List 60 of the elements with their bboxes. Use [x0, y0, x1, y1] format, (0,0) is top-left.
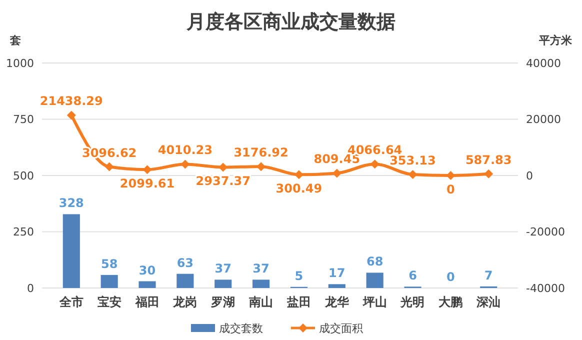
data-label: 328 — [58, 196, 84, 210]
data-label: 0 — [446, 182, 455, 196]
bar — [214, 280, 232, 288]
bar — [366, 272, 384, 288]
data-label: 21438.29 — [40, 94, 103, 108]
x-tick-label: 龙岗 — [172, 295, 198, 309]
data-label: 300.49 — [276, 182, 322, 196]
point — [484, 169, 494, 178]
legend-label: 成交面积 — [319, 322, 363, 335]
y2-tick-label: -40000 — [526, 282, 565, 295]
data-label: 17 — [328, 266, 346, 280]
x-tick-label: 盐田 — [286, 295, 311, 309]
bar — [176, 274, 194, 288]
x-tick-label: 大鹏 — [438, 295, 463, 309]
x-tick-label: 龙华 — [324, 295, 350, 309]
point — [66, 110, 76, 120]
chart-title: 月度各区商业成交量数据 — [186, 11, 396, 33]
data-label: 5 — [294, 268, 304, 283]
data-label: 2099.61 — [120, 176, 175, 191]
y-tick-label: 1000 — [6, 56, 34, 70]
bar — [252, 280, 270, 288]
x-tick-label: 深汕 — [476, 295, 501, 309]
bar — [100, 274, 118, 288]
bar — [138, 281, 156, 288]
y-axis-title: 套 — [9, 34, 21, 47]
data-label: 3176.92 — [234, 146, 288, 160]
data-label: 587.83 — [465, 152, 512, 167]
x-tick-label: 南山 — [248, 295, 274, 309]
x-tick-label: 坪山 — [362, 295, 387, 309]
bar — [62, 214, 80, 288]
legend-label: 成交套数 — [219, 322, 263, 335]
data-label: 30 — [138, 263, 156, 278]
data-label: 63 — [176, 256, 194, 270]
x-tick-label: 宝安 — [97, 295, 122, 309]
y-tick-label: 0 — [27, 282, 34, 295]
data-label: 353.13 — [390, 154, 436, 168]
data-label: 6 — [408, 268, 417, 283]
y-tick-label: 500 — [13, 169, 34, 182]
x-tick-label: 光明 — [400, 295, 425, 309]
y2-tick-label: -20000 — [526, 226, 565, 239]
data-label: 37 — [252, 262, 270, 276]
data-label: 7 — [484, 268, 493, 282]
data-label: 58 — [100, 256, 118, 271]
point — [408, 170, 418, 180]
bar — [328, 284, 346, 288]
y2-tick-label: 40000 — [526, 56, 561, 70]
data-label: 4010.23 — [158, 143, 213, 158]
data-label: 68 — [366, 254, 384, 269]
data-label: 2937.37 — [196, 174, 250, 188]
data-label: 37 — [214, 262, 232, 276]
point — [104, 162, 114, 172]
x-tick-label: 福田 — [134, 295, 160, 309]
y-tick-label: 250 — [13, 226, 34, 239]
y2-tick-label: 0 — [526, 169, 533, 182]
data-label: 0 — [446, 270, 455, 284]
x-tick-label: 全市 — [58, 295, 84, 309]
y2-axis-title: 平方米 — [538, 34, 573, 47]
y-tick-label: 750 — [13, 113, 34, 126]
x-tick-label: 罗湖 — [210, 295, 236, 309]
y2-tick-label: 20000 — [526, 113, 561, 126]
